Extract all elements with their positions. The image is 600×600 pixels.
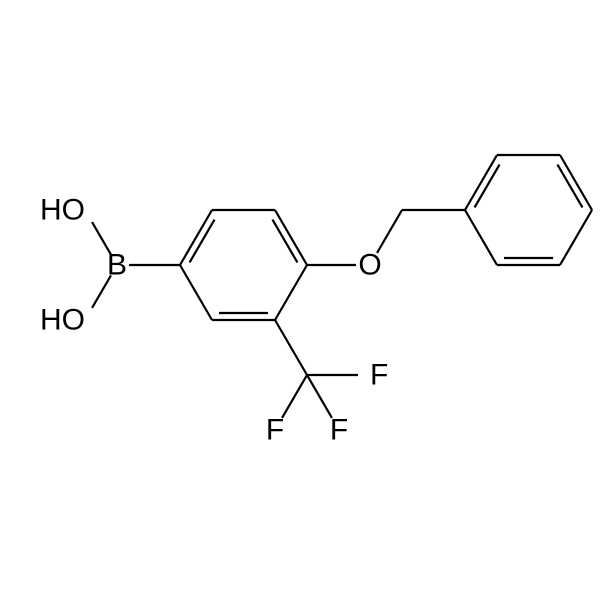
atom-label-o3: O: [358, 249, 381, 282]
bond: [377, 210, 402, 253]
atom-label-f1: F: [370, 359, 388, 392]
bond: [465, 210, 497, 265]
atom-label-b: B: [107, 249, 127, 282]
bond: [275, 210, 307, 265]
bond: [282, 375, 307, 418]
atom-label-o2: HO: [40, 304, 85, 337]
bond: [560, 210, 592, 265]
bond: [275, 320, 307, 375]
bond: [275, 265, 307, 320]
chemical-structure: BHOHOOFFF: [0, 0, 600, 600]
bond: [307, 375, 332, 418]
bond: [560, 155, 592, 210]
bond: [180, 265, 212, 320]
bond: [180, 210, 212, 265]
atom-label-o1: HO: [40, 194, 85, 227]
bonds-layer: [92, 155, 592, 418]
atom-label-f3: F: [330, 414, 348, 447]
atom-label-f2: F: [266, 414, 284, 447]
bond: [465, 155, 497, 210]
